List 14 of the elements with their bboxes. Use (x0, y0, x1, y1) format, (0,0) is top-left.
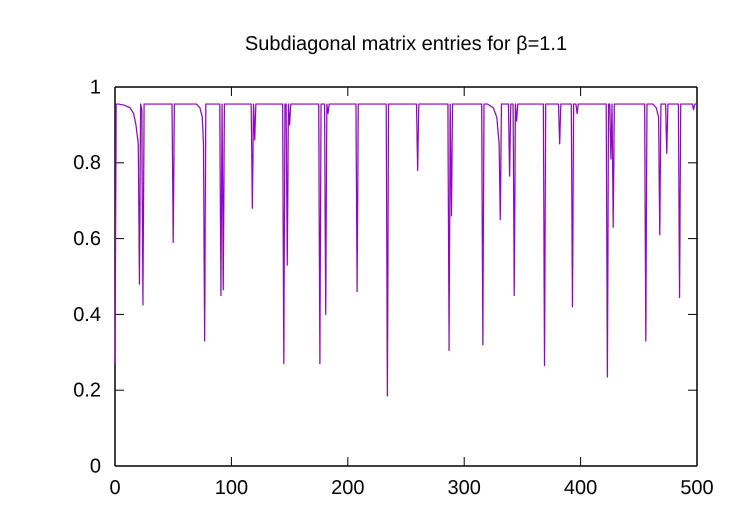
x-tick-label: 0 (109, 477, 121, 500)
x-tick-label: 400 (564, 477, 598, 500)
x-tick-label: 200 (331, 477, 364, 500)
y-tick-label: 0.6 (73, 228, 101, 250)
chart-title: Subdiagonal matrix entries for β=1.1 (244, 33, 568, 55)
y-tick-label: 1 (90, 76, 101, 98)
x-tick-label: 100 (214, 477, 248, 500)
x-tick-label: 500 (680, 477, 714, 500)
line-series (114, 103, 698, 396)
y-tick-label: 0.8 (73, 152, 101, 174)
y-tick-label: 0.4 (73, 304, 101, 326)
y-tick-label: 0 (90, 455, 101, 478)
y-tick-label: 0.2 (73, 380, 101, 402)
x-tick-label: 300 (448, 477, 481, 500)
